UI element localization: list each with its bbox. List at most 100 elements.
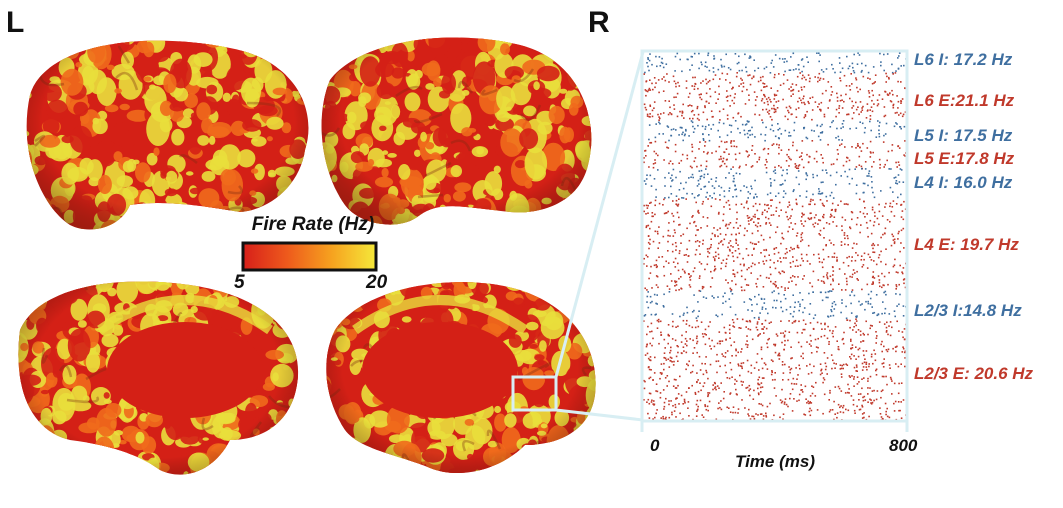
spike-e (655, 266, 658, 269)
spike-i (867, 71, 870, 74)
spike-i (696, 185, 699, 187)
spike-e (657, 247, 659, 249)
brain-patch (31, 424, 41, 434)
spike-e (855, 223, 858, 226)
brain-patch (53, 40, 71, 42)
spike-e (855, 166, 858, 168)
spike-e (733, 140, 735, 142)
spike-e (693, 347, 696, 349)
spike-e (653, 400, 655, 402)
brain-patch (26, 185, 34, 216)
spike-e (725, 79, 727, 81)
spike-i (836, 127, 838, 130)
spike-e (663, 401, 666, 404)
spike-e (671, 411, 673, 414)
brain-patch (428, 282, 448, 283)
brain-patch (36, 443, 49, 454)
spike-e (649, 227, 651, 230)
spike-i (851, 62, 854, 65)
spike-e (732, 255, 734, 258)
spike-e (713, 381, 716, 384)
brain-patch (247, 284, 258, 292)
spike-e (832, 221, 834, 223)
spike-e (796, 378, 798, 380)
spike-e (840, 143, 843, 145)
brain-patch (291, 465, 299, 471)
spike-e (790, 367, 793, 370)
spike-e (646, 265, 648, 267)
spike-e (690, 110, 693, 113)
spike-e (653, 107, 655, 109)
spike-e (888, 416, 891, 419)
spike-e (843, 74, 846, 77)
spike-e (757, 80, 760, 83)
spike-i (669, 177, 672, 179)
spike-e (658, 226, 660, 228)
spike-e (746, 200, 748, 203)
spike-i (873, 196, 876, 199)
spike-e (818, 72, 821, 75)
brain-sulcus (250, 451, 257, 462)
spike-e (752, 76, 755, 78)
spike-e (754, 99, 757, 101)
spike-i (648, 59, 651, 62)
spike-e (852, 269, 855, 271)
spike-e (777, 353, 780, 356)
spike-i (880, 64, 882, 67)
spike-e (750, 166, 753, 168)
spike-e (871, 99, 873, 102)
spike-e (833, 216, 836, 218)
spike-e (665, 212, 667, 214)
brain-patch (23, 424, 45, 439)
brain-patch (585, 102, 592, 115)
brain-patch (279, 420, 299, 439)
spike-e (765, 276, 768, 279)
spike-i (653, 293, 656, 296)
spike-e (816, 350, 818, 353)
spike-e (793, 398, 795, 400)
spike-e (740, 351, 742, 353)
spike-i (731, 293, 734, 295)
brain-patch (31, 43, 52, 69)
brain-sulcus (321, 37, 329, 43)
spike-i (812, 176, 815, 179)
spike-i (644, 314, 647, 316)
spike-e (755, 413, 757, 415)
spike-e (875, 368, 878, 371)
spike-i (710, 128, 712, 130)
spike-e (673, 229, 676, 231)
spike-e (715, 388, 717, 391)
spike-e (670, 113, 673, 115)
spike-e (858, 347, 861, 350)
spike-e (672, 215, 675, 217)
spike-e (757, 241, 760, 243)
spike-i (708, 124, 710, 126)
brain-patch (15, 135, 23, 139)
brain-patch (520, 474, 527, 485)
spike-e (736, 211, 738, 214)
spike-e (802, 97, 804, 100)
spike-e (823, 227, 825, 230)
spike-e (782, 98, 784, 101)
spike-e (844, 273, 846, 275)
spike-e (729, 105, 731, 107)
brain-patch (72, 472, 95, 475)
spike-e (677, 81, 679, 84)
spike-i (810, 129, 813, 132)
spike-e (656, 319, 659, 322)
spike-e (821, 261, 823, 264)
spike-e (795, 202, 798, 205)
spike-e (747, 413, 749, 415)
spike-e (859, 330, 862, 333)
spike-e (820, 368, 823, 371)
spike-e (826, 373, 828, 375)
spike-i (898, 52, 901, 54)
spike-e (685, 368, 687, 371)
brain-patch (25, 457, 49, 475)
spike-e (846, 319, 849, 321)
spike-i (885, 122, 888, 125)
spike-e (877, 256, 880, 259)
spike-e (818, 219, 820, 221)
brain-patch (18, 301, 27, 307)
spike-e (790, 90, 792, 92)
